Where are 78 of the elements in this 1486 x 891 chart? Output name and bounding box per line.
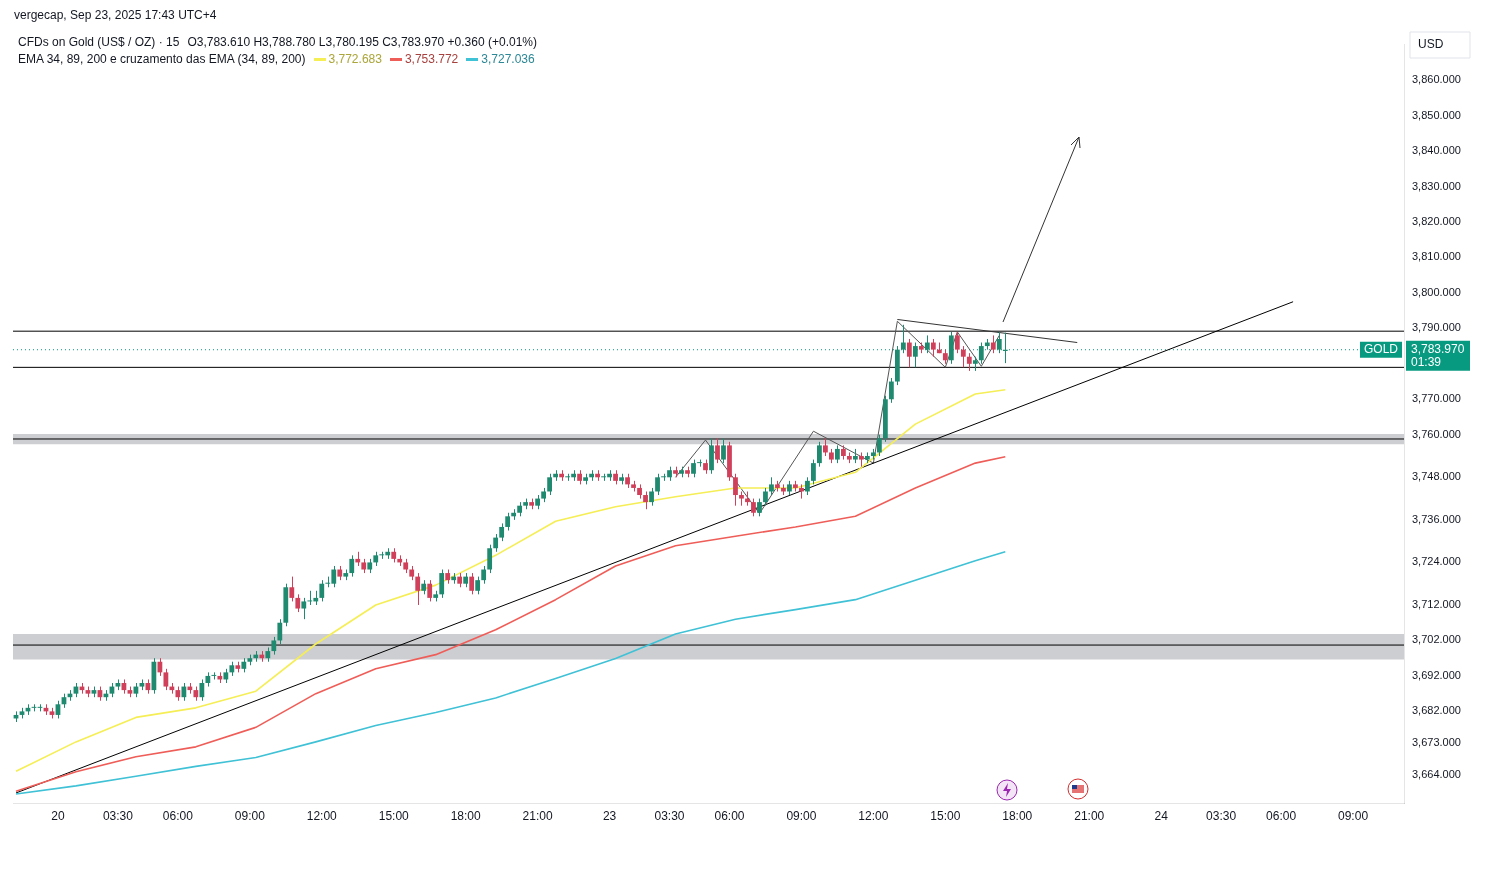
y-tick-label: 3,736.000 <box>1412 512 1461 525</box>
candlestick <box>547 473 553 496</box>
y-tick-label: 3,712.000 <box>1412 598 1461 611</box>
y-tick-label: 3,682.000 <box>1412 704 1461 717</box>
ref-line-label: 3,783.970 <box>1411 342 1465 357</box>
y-tick-label: 3,673.000 <box>1412 736 1461 749</box>
candlestick <box>978 342 984 365</box>
text: 01:39 <box>1411 355 1442 370</box>
candlestick <box>199 678 205 702</box>
x-tick-label: 09:00 <box>234 809 266 824</box>
candlestick <box>319 579 325 602</box>
x-tick-label: 20 <box>51 809 65 824</box>
x-tick-label: 12:00 <box>858 809 889 824</box>
candlestick <box>721 437 726 464</box>
legend-label: 3,727.036 <box>481 52 535 66</box>
y-tick-label: 3,790.000 <box>1412 321 1461 334</box>
y-tick-label: 3,692.000 <box>1412 668 1461 681</box>
candlestick <box>888 377 894 404</box>
y-tick-label: 3,664.000 <box>1412 768 1461 781</box>
candlestick <box>960 345 966 368</box>
annotation: GOLD <box>1363 342 1399 357</box>
text: USD <box>1418 37 1444 52</box>
x-tick-label: 03:30 <box>1206 809 1237 824</box>
x-tick-label: 06:00 <box>162 809 194 824</box>
y-tick-label: 3,810.000 <box>1412 250 1461 263</box>
candlestick <box>876 434 882 457</box>
y-tick-label: 3,820.000 <box>1412 214 1461 227</box>
candlestick <box>415 572 421 606</box>
y-tick-label: 3,840.000 <box>1412 144 1461 157</box>
y-tick-label: 3,760.000 <box>1412 427 1461 440</box>
candlestick <box>954 331 960 354</box>
candlestick <box>289 576 295 602</box>
candlestick <box>811 459 816 485</box>
legend-title: EMA 34, 89, 200 e cruzamento das EMA (34, 89, 200) <box>18 52 306 66</box>
x-tick-label: 21:00 <box>522 809 553 824</box>
x-tick-label: 15:00 <box>378 809 410 824</box>
y-tick-label: 3,724.000 <box>1412 555 1461 568</box>
candlestick <box>439 569 445 599</box>
legend-label: 3,772.683 <box>328 52 382 66</box>
candlestick <box>655 473 660 496</box>
candlestick <box>912 342 918 368</box>
x-tick-label: 15:00 <box>930 809 961 824</box>
candlestick <box>301 597 307 620</box>
y-tick-label: 3,800.000 <box>1412 285 1461 298</box>
candlestick <box>163 668 169 691</box>
y-tick-label: 3,770.000 <box>1412 392 1461 405</box>
candlestick <box>733 473 738 507</box>
y-tick-label: 3,850.000 <box>1412 108 1461 121</box>
text: vergecap, Sep 23, 2025 17:43 UTC+4 <box>14 8 217 22</box>
candlestick <box>817 441 822 468</box>
chart-subtitle: O3,783.610 H3,788.780 L3,780.195 C3,783.970 +0.360 (+0.01%) <box>187 35 537 49</box>
y-tick-label: 3,860.000 <box>1412 73 1461 86</box>
x-tick-label: 06:00 <box>714 809 745 824</box>
candlestick <box>427 579 433 602</box>
candlestick <box>349 554 355 578</box>
x-tick-label: 03:30 <box>654 809 685 824</box>
x-tick-label: 12:00 <box>306 809 338 824</box>
candlestick <box>996 331 1002 354</box>
y-tick-label: 3,830.000 <box>1412 179 1461 192</box>
x-tick-label: 06:00 <box>1266 809 1297 824</box>
y-tick-label: 3,748.000 <box>1412 470 1461 483</box>
y-tick-label: 3,702.000 <box>1412 633 1461 646</box>
candlestick <box>715 437 720 464</box>
chart-title: CFDs on Gold (US$ / OZ) · 15 <box>18 35 180 49</box>
x-tick-label: 18:00 <box>1002 809 1033 824</box>
candlestick <box>487 544 493 574</box>
x-tick-label: 23 <box>602 809 617 824</box>
x-tick-label: 09:00 <box>1338 809 1369 824</box>
x-tick-label: 09:00 <box>786 809 817 824</box>
candlestick <box>900 324 906 354</box>
x-tick-label: 03:30 <box>102 809 134 824</box>
candlestick <box>277 618 283 645</box>
legend-label: 3,753.772 <box>404 52 459 66</box>
candlestick <box>906 338 912 368</box>
x-tick-label: 18:00 <box>450 809 482 824</box>
x-tick-label: 24 <box>1154 809 1169 824</box>
x-tick-label: 21:00 <box>1074 809 1105 824</box>
candlestick <box>469 572 475 595</box>
